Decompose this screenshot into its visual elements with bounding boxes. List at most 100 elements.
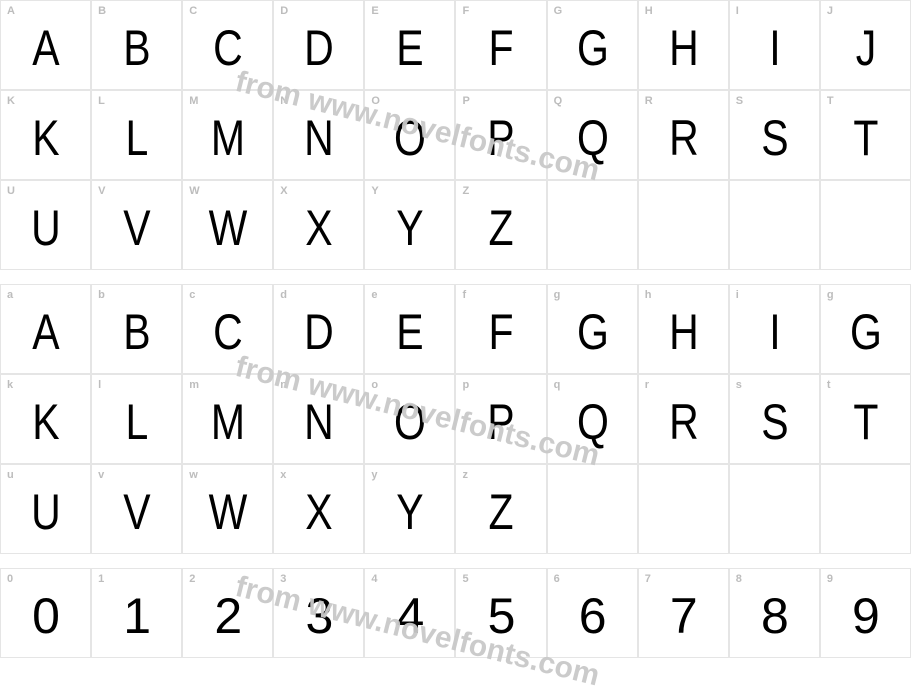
section-spacer — [0, 270, 911, 284]
glyph-cell-glyph: 7 — [639, 591, 728, 641]
glyph-cell-label: i — [736, 289, 739, 301]
glyph-cell-label: O — [371, 95, 380, 107]
glyph-cell: DD — [273, 0, 364, 90]
glyph-cell: fF — [455, 284, 546, 374]
glyph-cell-label: F — [462, 5, 469, 17]
glyph-cell-label: r — [645, 379, 649, 391]
glyph-cell — [638, 464, 729, 554]
glyph-cell-label: 6 — [554, 573, 560, 585]
glyph-cell-label: y — [371, 469, 377, 481]
glyph-cell: 00 — [0, 568, 91, 658]
glyph-cell-label: n — [280, 379, 287, 391]
glyph-cell: GG — [547, 0, 638, 90]
glyph-cell-glyph: E — [373, 23, 446, 73]
glyph-cell: YY — [364, 180, 455, 270]
glyph-cell: dD — [273, 284, 364, 374]
glyph-cell: pP — [455, 374, 546, 464]
glyph-cell-label: 1 — [98, 573, 104, 585]
glyph-cell: uU — [0, 464, 91, 554]
glyph-cell-glyph: 4 — [365, 591, 454, 641]
glyph-cell: 44 — [364, 568, 455, 658]
glyph-cell: cC — [182, 284, 273, 374]
glyph-cell-label: L — [98, 95, 105, 107]
glyph-cell-glyph: G — [829, 307, 902, 357]
glyph-cell-label: 3 — [280, 573, 286, 585]
glyph-cell-label: P — [462, 95, 469, 107]
glyph-cell-glyph: M — [191, 113, 264, 163]
glyph-cell-glyph: R — [647, 397, 720, 447]
glyph-cell-glyph: C — [191, 23, 264, 73]
glyph-cell: rR — [638, 374, 729, 464]
glyph-cell-glyph: I — [738, 23, 811, 73]
glyph-cell-label: q — [554, 379, 561, 391]
glyph-cell-label: k — [7, 379, 13, 391]
glyph-cell-glyph: H — [647, 23, 720, 73]
glyph-cell-label: N — [280, 95, 288, 107]
glyph-cell: OO — [364, 90, 455, 180]
glyph-cell-label: m — [189, 379, 199, 391]
glyph-cell — [820, 464, 911, 554]
glyph-cell: WW — [182, 180, 273, 270]
glyph-cell-glyph: S — [738, 113, 811, 163]
glyph-cell-label: K — [7, 95, 15, 107]
glyph-cell-label: t — [827, 379, 831, 391]
glyph-cell: qQ — [547, 374, 638, 464]
glyph-cell-glyph: P — [465, 113, 538, 163]
glyph-cell-glyph: N — [282, 113, 355, 163]
glyph-cell: 88 — [729, 568, 820, 658]
glyph-cell-glyph: U — [9, 487, 82, 537]
glyph-cell: bB — [91, 284, 182, 374]
glyph-cell: VV — [91, 180, 182, 270]
glyph-cell-label: H — [645, 5, 653, 17]
glyph-cell-label: D — [280, 5, 288, 17]
glyph-cell-label: 8 — [736, 573, 742, 585]
glyph-cell-glyph: I — [738, 307, 811, 357]
glyph-cell-label: l — [98, 379, 101, 391]
glyph-cell: MM — [182, 90, 273, 180]
glyph-cell-label: S — [736, 95, 743, 107]
glyph-cell-glyph: M — [191, 397, 264, 447]
glyph-cell: RR — [638, 90, 729, 180]
glyph-cell-glyph: G — [556, 23, 629, 73]
glyph-cell-label: G — [554, 5, 563, 17]
glyph-cell-glyph: L — [100, 113, 173, 163]
glyph-cell-label: v — [98, 469, 104, 481]
glyph-cell: tT — [820, 374, 911, 464]
glyph-cell: JJ — [820, 0, 911, 90]
glyph-cell: LL — [91, 90, 182, 180]
glyph-cell: XX — [273, 180, 364, 270]
glyph-cell — [638, 180, 729, 270]
glyph-cell: CC — [182, 0, 273, 90]
glyph-cell-glyph: X — [282, 487, 355, 537]
glyph-cell-label: 5 — [462, 573, 468, 585]
glyph-cell-glyph: W — [191, 203, 264, 253]
glyph-cell-glyph: F — [465, 23, 538, 73]
glyph-cell: sS — [729, 374, 820, 464]
glyph-cell — [547, 180, 638, 270]
glyph-cell-label: o — [371, 379, 378, 391]
glyph-cell-label: J — [827, 5, 833, 17]
glyph-cell-label: 4 — [371, 573, 377, 585]
glyph-cell-glyph: K — [9, 113, 82, 163]
glyph-cell-label: Q — [554, 95, 563, 107]
glyph-cell-label: z — [462, 469, 468, 481]
glyph-cell-label: g — [827, 289, 834, 301]
glyph-cell: wW — [182, 464, 273, 554]
glyph-cell — [729, 464, 820, 554]
glyph-cell-label: W — [189, 185, 199, 197]
glyph-cell: mM — [182, 374, 273, 464]
glyph-cell: HH — [638, 0, 729, 90]
glyph-cell-label: 9 — [827, 573, 833, 585]
glyph-cell-label: U — [7, 185, 15, 197]
glyph-cell-label: u — [7, 469, 14, 481]
glyph-cell: UU — [0, 180, 91, 270]
glyph-cell-label: h — [645, 289, 652, 301]
glyph-cell: iI — [729, 284, 820, 374]
glyph-cell-glyph: J — [829, 23, 902, 73]
glyph-cell-label: A — [7, 5, 15, 17]
glyph-cell: hH — [638, 284, 729, 374]
glyph-cell: lL — [91, 374, 182, 464]
glyph-cell-glyph: A — [9, 23, 82, 73]
glyph-cell-glyph: Z — [465, 487, 538, 537]
glyph-cell: kK — [0, 374, 91, 464]
